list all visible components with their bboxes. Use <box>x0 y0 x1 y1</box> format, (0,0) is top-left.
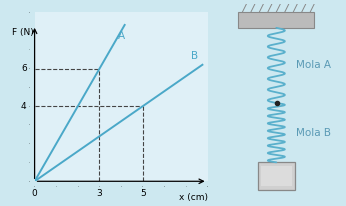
Text: 4: 4 <box>21 102 27 111</box>
Text: 6: 6 <box>21 64 27 73</box>
Text: B: B <box>191 51 198 61</box>
Text: 3: 3 <box>97 189 102 198</box>
Bar <box>261 166 292 186</box>
Bar <box>238 12 315 28</box>
Text: 0: 0 <box>32 189 37 198</box>
Text: Mola B: Mola B <box>296 128 331 138</box>
Text: F (N): F (N) <box>12 28 34 37</box>
Bar <box>258 162 295 190</box>
Text: Mola A: Mola A <box>296 60 331 70</box>
Text: x (cm): x (cm) <box>179 193 208 202</box>
Text: 5: 5 <box>140 189 146 198</box>
Text: A: A <box>118 30 125 41</box>
